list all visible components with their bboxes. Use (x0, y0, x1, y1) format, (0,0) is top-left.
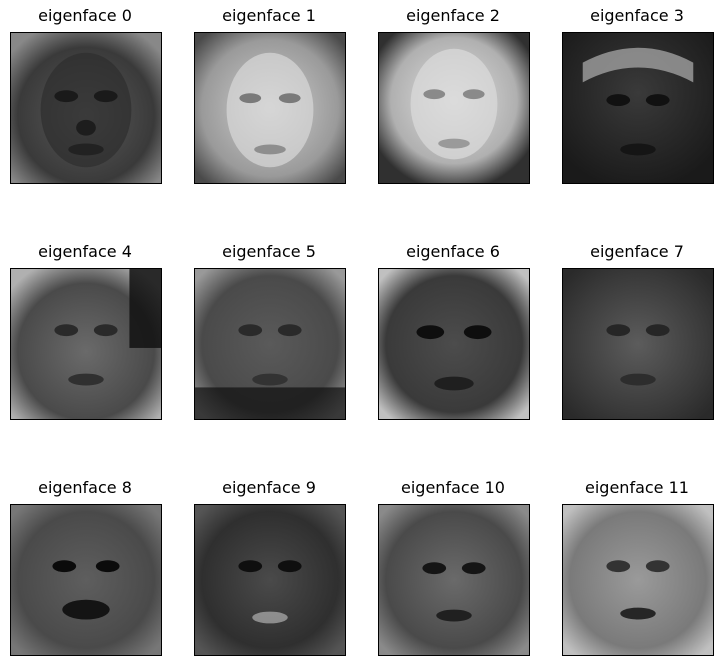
eigenface-panel: eigenface 10 (368, 472, 538, 662)
face-graphic (195, 33, 345, 183)
panel-title: eigenface 4 (38, 242, 132, 261)
eigenface-panel: eigenface 0 (0, 0, 170, 190)
eigenface-image (10, 268, 162, 420)
eigenface-image (378, 268, 530, 420)
face-graphic (195, 505, 345, 655)
eigenface-panel: eigenface 7 (552, 236, 722, 426)
eigenface-image (194, 32, 346, 184)
eigenface-image (562, 268, 714, 420)
face-graphic (11, 505, 161, 655)
face-graphic (563, 269, 713, 419)
panel-title: eigenface 0 (38, 6, 132, 25)
face-graphic (11, 269, 161, 419)
eigenface-image (562, 32, 714, 184)
panel-title: eigenface 6 (406, 242, 500, 261)
face-graphic (563, 33, 713, 183)
panel-title: eigenface 9 (222, 478, 316, 497)
eigenface-panel: eigenface 6 (368, 236, 538, 426)
eigenface-image (378, 32, 530, 184)
panel-title: eigenface 2 (406, 6, 500, 25)
eigenface-panel: eigenface 2 (368, 0, 538, 190)
face-graphic (379, 33, 529, 183)
eigenface-image (10, 32, 162, 184)
eigenface-panel: eigenface 5 (184, 236, 354, 426)
eigenface-image (194, 504, 346, 656)
panel-title: eigenface 10 (401, 478, 505, 497)
face-graphic (379, 505, 529, 655)
panel-title: eigenface 8 (38, 478, 132, 497)
panel-title: eigenface 1 (222, 6, 316, 25)
panel-title: eigenface 3 (590, 6, 684, 25)
panel-title: eigenface 7 (590, 242, 684, 261)
face-graphic (195, 269, 345, 419)
panel-title: eigenface 11 (585, 478, 689, 497)
eigenface-panel: eigenface 1 (184, 0, 354, 190)
eigenface-panel: eigenface 9 (184, 472, 354, 662)
eigenface-image (10, 504, 162, 656)
eigenface-panel: eigenface 11 (552, 472, 722, 662)
eigenface-panel: eigenface 3 (552, 0, 722, 190)
face-graphic (11, 33, 161, 183)
eigenface-panel: eigenface 8 (0, 472, 170, 662)
eigenface-panel: eigenface 4 (0, 236, 170, 426)
face-graphic (563, 505, 713, 655)
panel-title: eigenface 5 (222, 242, 316, 261)
eigenface-image (378, 504, 530, 656)
face-graphic (379, 269, 529, 419)
eigenface-image (562, 504, 714, 656)
eigenface-image (194, 268, 346, 420)
